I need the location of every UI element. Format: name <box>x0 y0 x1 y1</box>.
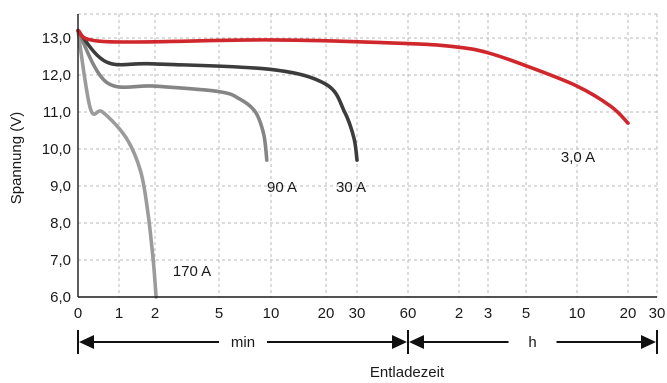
x-tick-label: 60 <box>400 305 417 322</box>
x-tick-label: 30 <box>349 305 366 322</box>
x-tick-label: 2 <box>455 305 463 322</box>
x-tick-label: 0 <box>74 305 82 322</box>
y-tick-labels: 13,0 12,0 11,0 10,0 9,0 8,0 7,0 6,0 <box>42 30 71 306</box>
x-tick-label: 3 <box>484 305 492 322</box>
x-range-1: h <box>407 330 658 354</box>
x-tick-labels: 01251020306023510203040 <box>74 305 666 322</box>
range-arrow-left <box>409 335 424 349</box>
series-line-1 <box>76 28 269 162</box>
x-tick-label: 5 <box>215 305 223 322</box>
x-tick-label: 5 <box>522 305 530 322</box>
y-axis-title: Spannung (V) <box>8 112 25 205</box>
range-arrow-right <box>392 335 407 349</box>
series-line-0 <box>76 28 158 299</box>
series-label: 90 A <box>267 179 297 196</box>
range-arrow-right <box>641 335 656 349</box>
x-axis-title: Entladezeit <box>370 364 445 381</box>
y-tick-label: 11,0 <box>43 104 71 121</box>
y-tick-label: 7,0 <box>50 252 71 269</box>
x-tick-label: 10 <box>263 305 280 322</box>
x-tick-label: 10 <box>569 305 586 322</box>
series-label: 30 A <box>336 179 366 196</box>
x-tick-label: 1 <box>115 305 123 322</box>
y-tick-label: 10,0 <box>42 141 71 158</box>
range-arrow-left <box>79 335 94 349</box>
y-tick-label: 12,0 <box>42 67 71 84</box>
y-tick-label: 9,0 <box>50 178 71 195</box>
x-tick-label: 30 <box>649 305 666 322</box>
x-tick-label: 20 <box>318 305 335 322</box>
range-label: min <box>231 334 255 351</box>
y-tick-label: 13,0 <box>42 30 71 47</box>
grid <box>78 13 658 297</box>
y-tick-label: 6,0 <box>50 289 71 306</box>
series-label: 170 A <box>173 263 211 280</box>
series-line-3 <box>76 28 630 125</box>
x-tick-label: 2 <box>151 305 159 322</box>
y-tick-label: 8,0 <box>50 215 71 232</box>
x-range-0: min <box>77 330 409 354</box>
range-label: h <box>528 334 536 351</box>
series-line-2 <box>76 28 359 162</box>
x-ranges: min h <box>77 330 658 354</box>
series-lines <box>76 28 630 299</box>
axes <box>77 14 657 298</box>
series-label: 3,0 A <box>561 149 595 166</box>
series-labels: 170 A 90 A 30 A 3,0 A <box>173 149 595 280</box>
x-tick-label: 20 <box>620 305 637 322</box>
